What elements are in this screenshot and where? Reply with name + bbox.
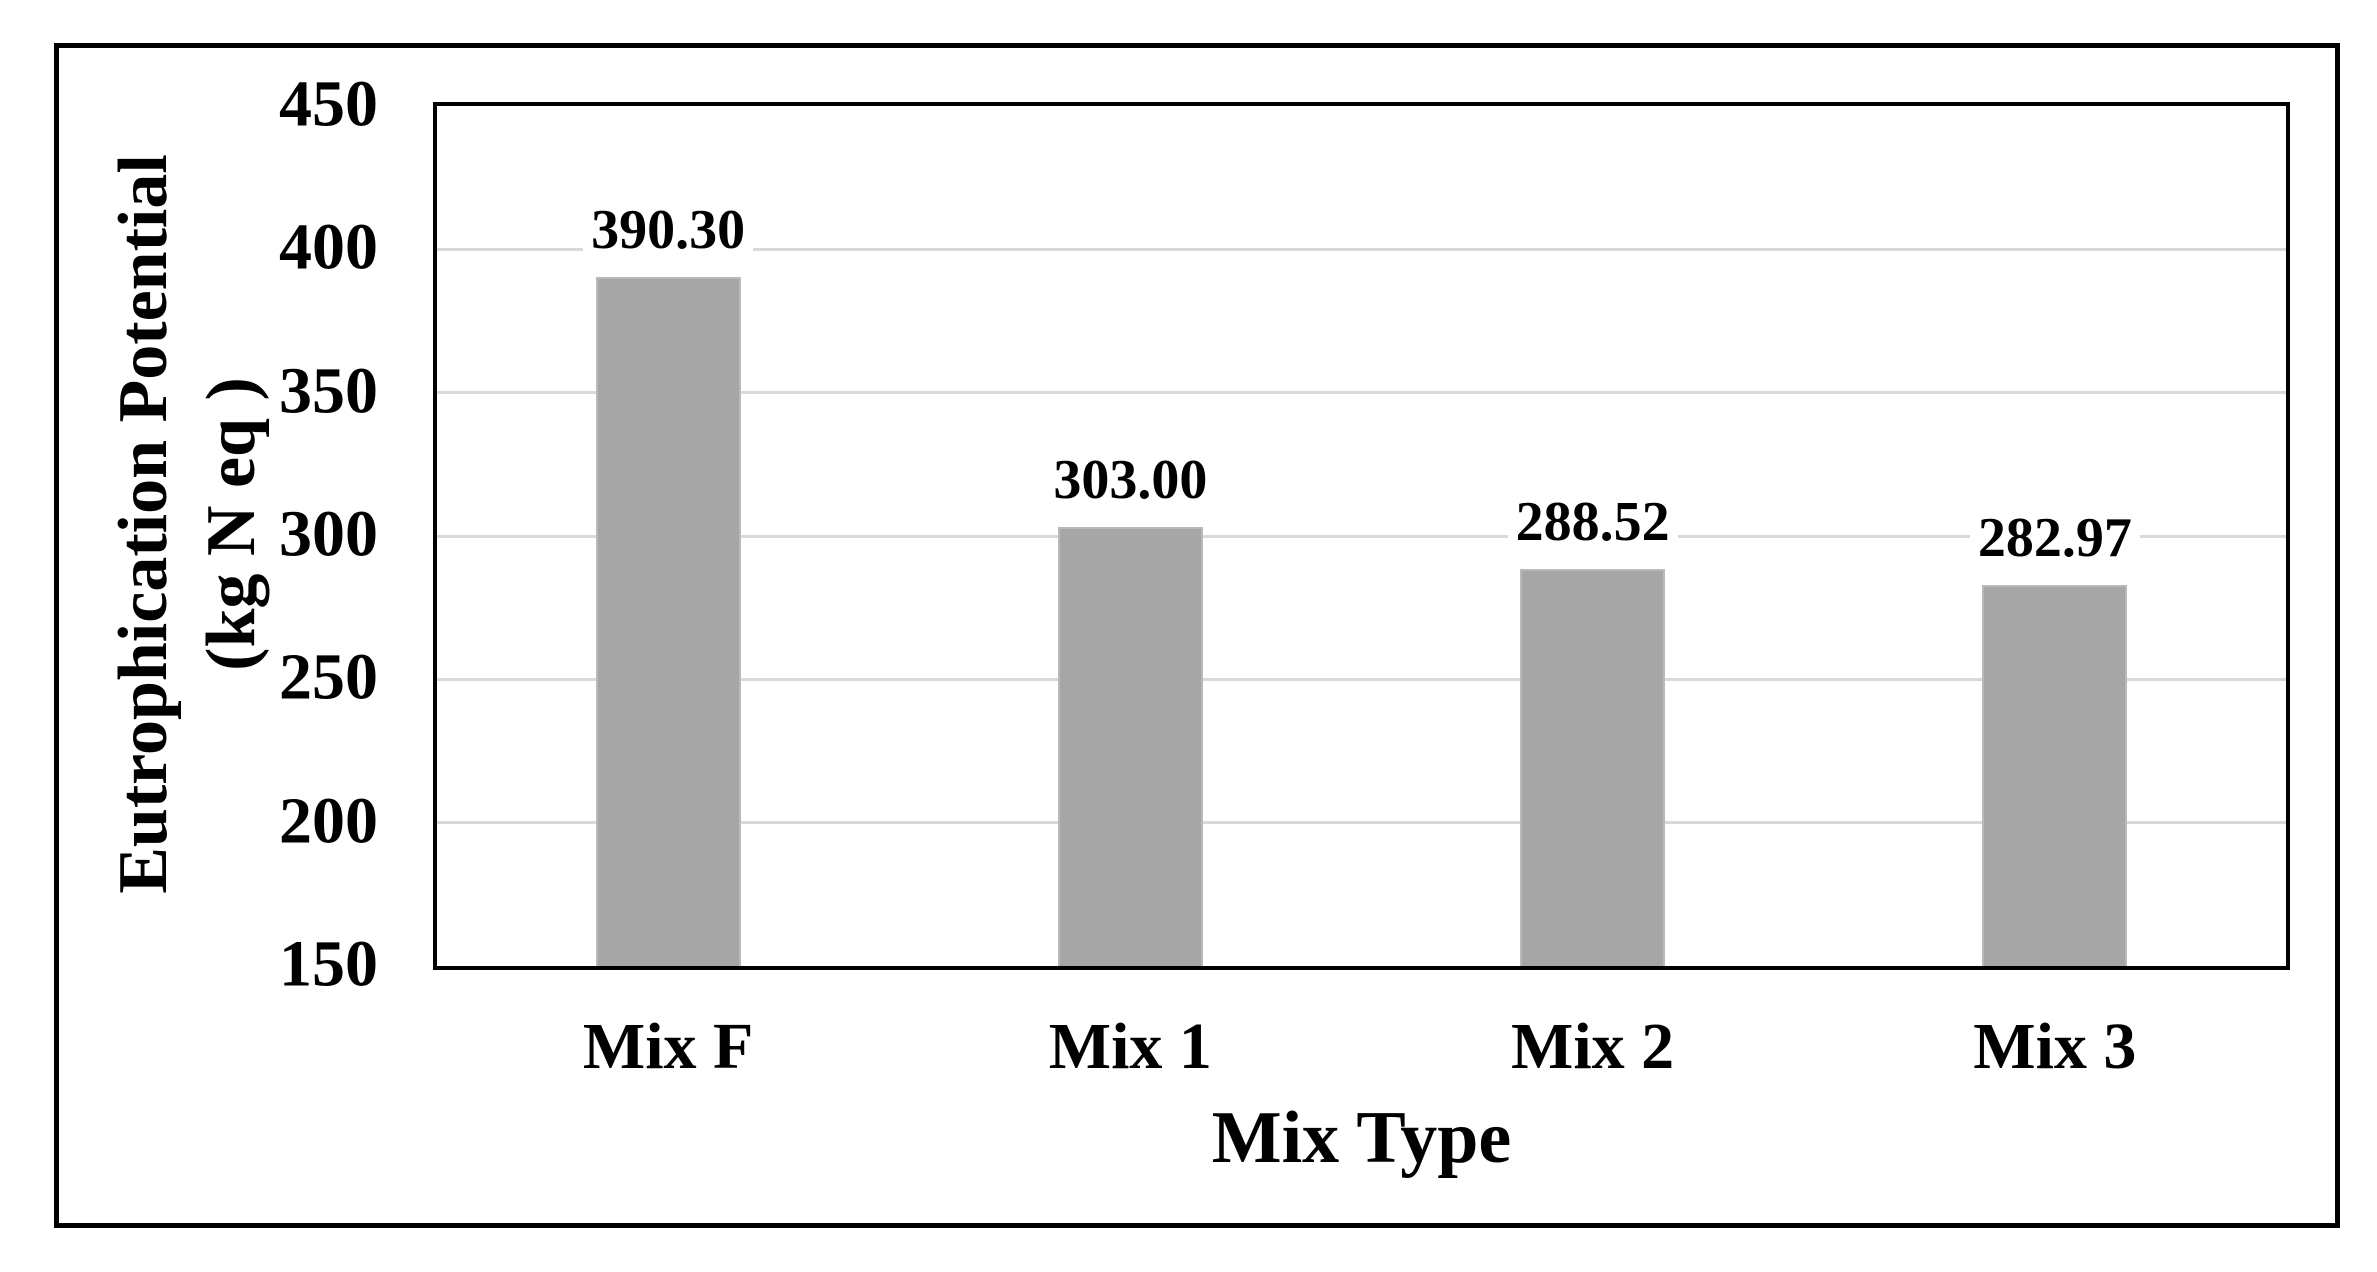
x-category-label: Mix F	[582, 1010, 754, 1083]
y-tick-label: 250	[279, 641, 378, 715]
x-category-label: Mix 1	[1048, 1010, 1212, 1083]
gridline	[437, 534, 2286, 538]
y-tick-label: 400	[279, 211, 378, 285]
gridline	[437, 821, 2286, 825]
bar	[1982, 584, 2128, 966]
figure-border	[54, 43, 2340, 1228]
x-category-label: Mix 2	[1511, 1010, 1675, 1083]
gridline	[437, 677, 2286, 681]
bar-data-label: 390.30	[583, 202, 754, 259]
bar	[595, 277, 741, 966]
bar	[1520, 568, 1666, 966]
y-tick-label: 150	[279, 927, 378, 1001]
x-category-label: Mix 3	[1973, 1010, 2137, 1083]
bar-data-label: 288.52	[1507, 493, 1678, 550]
y-tick-label: 350	[279, 354, 378, 428]
y-tick-label: 200	[279, 784, 378, 858]
bar-data-label: 303.00	[1045, 452, 1216, 509]
y-tick-label: 450	[279, 67, 378, 141]
bar	[1057, 527, 1203, 966]
y-tick-label: 300	[279, 497, 378, 571]
gridline	[437, 247, 2286, 251]
bar-data-label: 282.97	[1969, 509, 2140, 566]
x-axis-title: Mix Type	[1211, 1097, 1512, 1179]
gridline	[437, 391, 2286, 395]
